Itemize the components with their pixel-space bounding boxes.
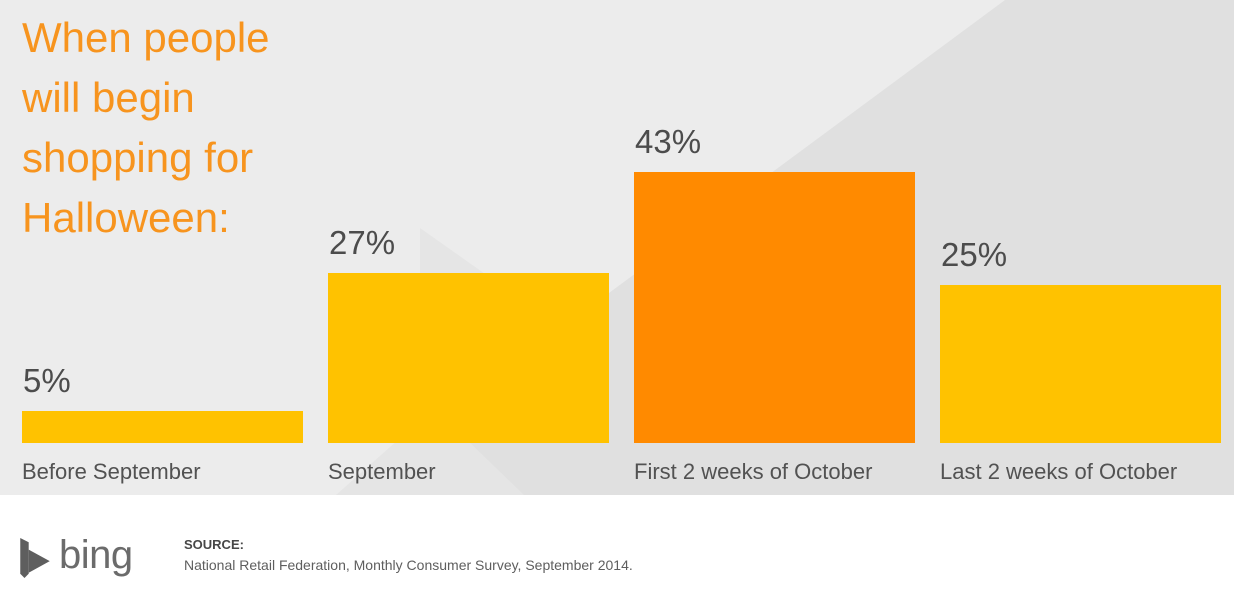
bar-group: 27% — [328, 224, 609, 443]
category-label: September — [328, 459, 436, 484]
footer: bing SOURCE: National Retail Federation,… — [0, 495, 1234, 594]
category-label: Before September — [22, 459, 201, 484]
bar — [940, 285, 1221, 443]
bar-value-label: 5% — [23, 362, 71, 399]
category-label: First 2 weeks of October — [634, 459, 873, 484]
bar-value-label: 43% — [635, 123, 702, 160]
category-labels: Before September September First 2 weeks… — [22, 459, 1219, 485]
bar-value-label: 27% — [329, 224, 396, 261]
source-block: SOURCE: National Retail Federation, Mont… — [184, 537, 633, 573]
source-text: National Retail Federation, Monthly Cons… — [184, 557, 633, 573]
bar — [328, 273, 609, 443]
bar-group: 25% — [940, 236, 1221, 443]
bing-logo-text: bing — [59, 533, 133, 577]
bar-group: 5% — [22, 362, 303, 443]
bar-group: 43% — [634, 123, 915, 443]
category-label: Last 2 weeks of October — [940, 459, 1178, 484]
bing-logo: bing — [20, 535, 133, 581]
chart-title: When people will begin shopping for Hall… — [22, 14, 270, 241]
bar — [22, 411, 303, 443]
bing-flag-icon — [20, 538, 50, 578]
bar-value-label: 25% — [941, 236, 1008, 273]
bar — [634, 172, 915, 443]
source-label: SOURCE: — [184, 537, 244, 552]
bar-chart: 5% 27% 43% 25% — [22, 0, 1221, 443]
